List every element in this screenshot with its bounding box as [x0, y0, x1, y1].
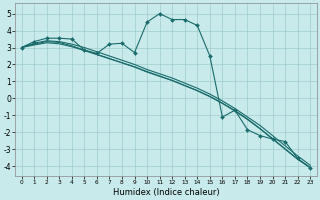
X-axis label: Humidex (Indice chaleur): Humidex (Indice chaleur) — [113, 188, 219, 197]
